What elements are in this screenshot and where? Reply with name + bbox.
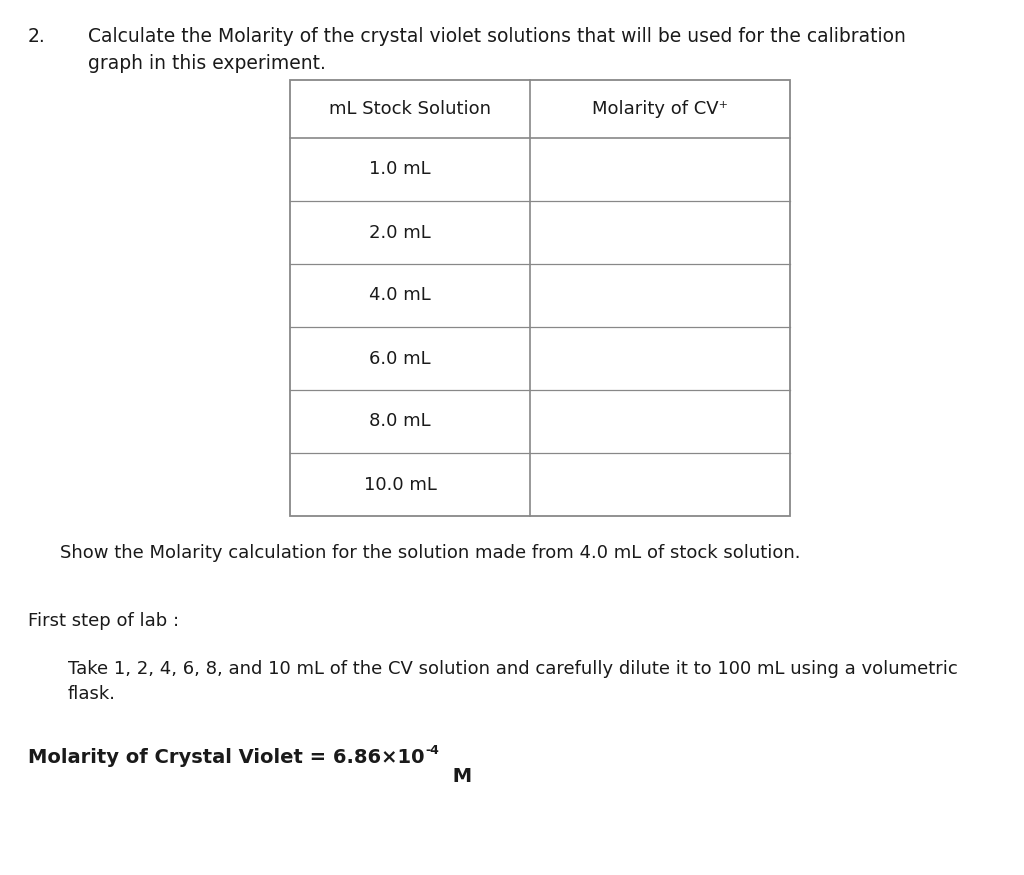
- Text: 10.0 mL: 10.0 mL: [364, 475, 436, 494]
- Text: Take 1, 2, 4, 6, 8, and 10 mL of the CV solution and carefully dilute it to 100 : Take 1, 2, 4, 6, 8, and 10 mL of the CV …: [68, 660, 957, 703]
- Text: 2.: 2.: [28, 27, 46, 46]
- Text: -4: -4: [426, 744, 439, 757]
- Text: 2.0 mL: 2.0 mL: [369, 223, 431, 242]
- Text: 6.0 mL: 6.0 mL: [370, 349, 431, 367]
- Text: First step of lab :: First step of lab :: [28, 612, 179, 630]
- Bar: [290, 80, 790, 516]
- Text: 4.0 mL: 4.0 mL: [369, 286, 431, 304]
- Text: M: M: [445, 767, 472, 786]
- Text: Molarity of Crystal Violet = 6.86×10: Molarity of Crystal Violet = 6.86×10: [28, 748, 425, 767]
- Text: 8.0 mL: 8.0 mL: [370, 412, 431, 430]
- Text: Show the Molarity calculation for the solution made from 4.0 mL of stock solutio: Show the Molarity calculation for the so…: [60, 544, 801, 562]
- Text: Calculate the Molarity of the crystal violet solutions that will be used for the: Calculate the Molarity of the crystal vi…: [88, 27, 906, 74]
- Text: 1.0 mL: 1.0 mL: [370, 160, 431, 178]
- Text: mL Stock Solution: mL Stock Solution: [329, 100, 490, 118]
- Text: Molarity of CV⁺: Molarity of CV⁺: [592, 100, 728, 118]
